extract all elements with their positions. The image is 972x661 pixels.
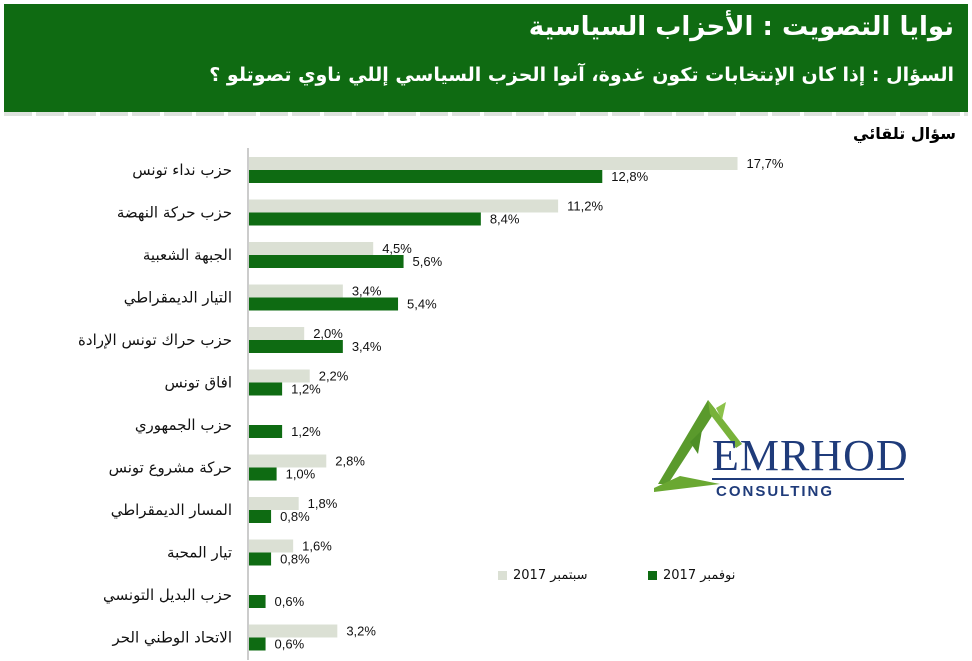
- value-label-november: 5,4%: [407, 297, 437, 312]
- value-label-november: 0,8%: [280, 509, 310, 524]
- value-label-september: 2,0%: [313, 326, 343, 341]
- category-label: حزب الجمهوري: [135, 416, 232, 435]
- legend-item-november: نوفمبر 2017: [648, 568, 735, 583]
- bar-november: [249, 297, 399, 311]
- bar-september: [249, 497, 299, 510]
- value-label-november: 12,8%: [611, 169, 648, 184]
- category-label: افاق تونس: [164, 374, 232, 392]
- bar-november: [249, 595, 266, 608]
- bar-september: [249, 157, 738, 170]
- bar-november: [249, 467, 277, 481]
- chart-subtitle: سؤال تلقائي: [853, 124, 956, 143]
- bar-september: [249, 369, 310, 383]
- value-label-september: 1,6%: [302, 539, 332, 554]
- value-label-september: 3,4%: [352, 284, 382, 299]
- bar-november: [249, 340, 343, 353]
- bar-september: [249, 284, 343, 298]
- header-banner: نوايا التصويت : الأحزاب السياسية السؤال …: [4, 4, 968, 112]
- value-label-november: 0,6%: [275, 637, 305, 652]
- value-label-november: 0,6%: [275, 594, 305, 609]
- legend-label-november: نوفمبر 2017: [663, 568, 736, 583]
- legend-swatch-september: [498, 571, 507, 580]
- category-label: حزب نداء تونس: [132, 161, 232, 179]
- legend-item-september: سبتمبر 2017: [498, 568, 588, 583]
- bar-november: [249, 382, 283, 396]
- value-label-november: 3,4%: [352, 339, 382, 354]
- category-label: حزب حراك تونس الإرادة: [78, 331, 232, 349]
- bar-september: [249, 242, 374, 255]
- bar-november: [249, 425, 283, 438]
- survey-question: السؤال : إذا كان الإنتخابات تكون غدوة، آ…: [209, 64, 954, 86]
- logo-subtitle: CONSULTING: [716, 483, 835, 500]
- bar-september: [249, 624, 338, 638]
- logo-wordmark: EMRHOD: [712, 431, 909, 480]
- page-title: نوايا التصويت : الأحزاب السياسية: [528, 12, 954, 42]
- bar-september: [249, 539, 294, 553]
- value-label-november: 8,4%: [490, 212, 520, 227]
- bar-september: [249, 454, 327, 468]
- value-label-november: 1,2%: [291, 382, 321, 397]
- bar-september: [249, 327, 305, 340]
- value-label-september: 4,5%: [382, 241, 412, 256]
- value-label-november: 1,0%: [286, 467, 316, 482]
- value-label-september: 1,8%: [308, 496, 338, 511]
- bar-november: [249, 255, 404, 268]
- value-label-november: 1,2%: [291, 424, 321, 439]
- bar-november: [249, 637, 266, 651]
- value-label-september: 11,2%: [567, 199, 603, 214]
- category-label: تيار المحبة: [167, 544, 232, 562]
- value-label-september: 2,2%: [319, 369, 349, 384]
- bar-november: [249, 552, 272, 566]
- bar-november: [249, 510, 272, 523]
- category-label: الجبهة الشعبية: [143, 246, 232, 264]
- value-label-september: 3,2%: [346, 624, 376, 639]
- header-divider: [4, 112, 968, 116]
- bar-september: [249, 199, 559, 213]
- category-label: الاتحاد الوطني الحر: [111, 629, 232, 648]
- category-label: حزب البديل التونسي: [103, 586, 232, 605]
- legend-label-september: سبتمبر 2017: [513, 568, 588, 583]
- bar-november: [249, 170, 603, 183]
- value-label-september: 2,8%: [335, 454, 365, 469]
- green-triangle-logo-icon: [654, 400, 904, 492]
- value-label-november: 0,8%: [280, 552, 310, 567]
- value-label-november: 5,6%: [413, 254, 443, 269]
- category-label: حركة مشروع تونس: [109, 459, 232, 477]
- legend-swatch-november: [648, 571, 657, 580]
- emrhod-logo: EMRHOD CONSULTING: [650, 380, 909, 502]
- category-label: حزب حركة النهضة: [117, 204, 232, 222]
- category-label: المسار الديمقراطي: [111, 501, 232, 520]
- value-label-september: 17,7%: [747, 156, 784, 171]
- category-label: التيار الديمقراطي: [124, 289, 232, 308]
- bar-november: [249, 212, 481, 226]
